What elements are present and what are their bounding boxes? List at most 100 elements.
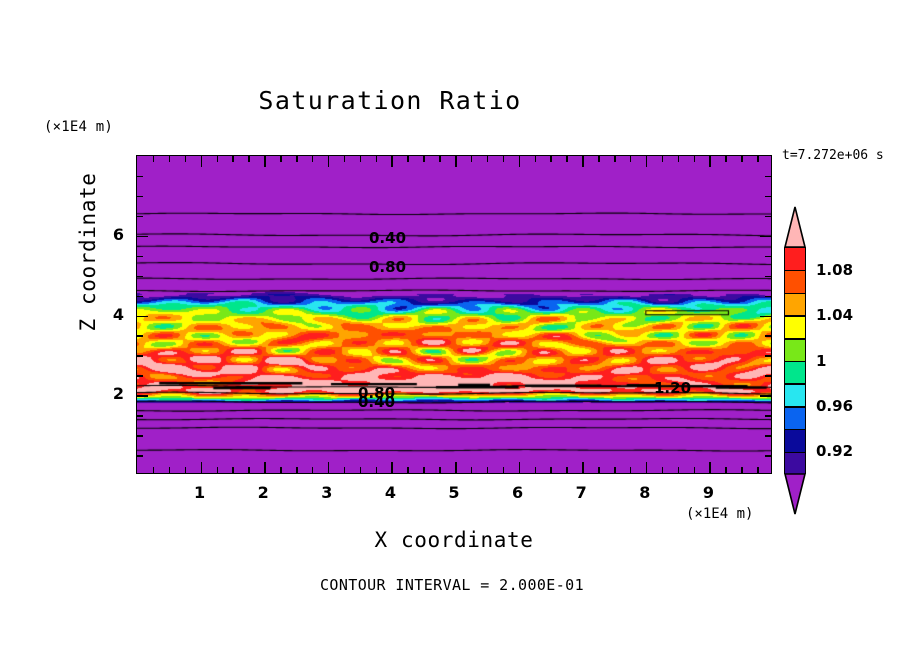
colorbar-band <box>785 384 805 408</box>
colorbar-band <box>785 406 805 431</box>
x-axis-tick <box>455 462 457 473</box>
colorbar-tick-label: 1 <box>816 351 827 370</box>
x-axis-tick <box>614 467 616 473</box>
contour-interval-caption: CONTOUR INTERVAL = 2.000E-01 <box>319 576 585 594</box>
y-axis-tick <box>137 235 148 238</box>
x-axis-tick <box>327 462 330 473</box>
y-axis-tick-right <box>765 275 771 278</box>
contour-line-label: 0.80 <box>369 258 407 276</box>
x-axis-tick-top <box>518 156 521 167</box>
x-axis-tick-top <box>232 156 234 162</box>
x-axis-tick <box>439 467 441 473</box>
colorbar-divider <box>785 451 805 454</box>
x-axis-tick <box>216 467 218 473</box>
y-axis-tick-right <box>765 255 771 258</box>
x-axis-tick <box>598 467 600 473</box>
y-axis-tick <box>137 295 143 298</box>
y-axis-tick-right <box>765 455 771 457</box>
colorbar-tick-label: 1.04 <box>816 306 854 325</box>
x-axis-tick-label: 4 <box>384 483 396 502</box>
x-axis-tick <box>423 467 425 473</box>
x-axis-tick <box>502 467 505 473</box>
x-axis-tick-top <box>486 156 489 162</box>
x-axis-tick-top <box>280 156 282 162</box>
x-axis-tick <box>168 467 171 473</box>
x-axis-tick-top <box>264 156 266 167</box>
x-axis-tick-top <box>200 156 203 167</box>
x-axis-tick <box>709 462 711 473</box>
y-axis-tick <box>137 415 143 417</box>
y-axis-tick-right <box>765 195 771 198</box>
x-axis-tick-label: 2 <box>257 483 269 502</box>
x-axis-tick <box>311 467 314 473</box>
x-axis-tick-top <box>534 156 536 162</box>
x-axis-tick <box>661 467 664 473</box>
x-axis-tick <box>486 467 489 473</box>
y-axis-tick-right <box>765 335 771 337</box>
x-axis-tick-top <box>455 156 457 167</box>
x-axis-tick-top <box>327 156 330 167</box>
y-axis-tick-right <box>765 175 771 178</box>
colorbar-band <box>785 452 805 476</box>
x-axis-tick <box>296 467 298 473</box>
x-axis-tick-label: 3 <box>321 483 333 502</box>
y-axis-tick <box>137 175 143 178</box>
x-axis-tick-top <box>661 156 664 162</box>
x-axis-tick-label: 8 <box>639 483 651 502</box>
x-axis-tick-label: 6 <box>512 483 524 502</box>
y-axis-tick <box>137 315 148 317</box>
x-axis-tick <box>518 462 521 473</box>
y-axis-tick-right <box>765 295 771 298</box>
colorbar-bands <box>784 247 806 476</box>
x-axis-tick-top <box>614 156 616 162</box>
colorbar-band <box>785 361 805 385</box>
y-axis-title: Z coordinate <box>76 172 100 332</box>
x-axis-tick <box>264 462 266 473</box>
y-axis-tick <box>137 375 143 377</box>
x-axis-title: X coordinate <box>374 528 534 552</box>
x-axis-tick <box>677 467 680 473</box>
x-axis-tick <box>741 467 743 473</box>
x-axis-tick-top <box>343 156 346 162</box>
x-axis-tick <box>534 467 536 473</box>
colorbar-divider <box>785 406 805 408</box>
x-axis-tick-top <box>168 156 171 162</box>
x-axis-tick <box>359 467 362 473</box>
y-axis-tick-label: 2 <box>112 384 124 404</box>
x-axis-units-label: (×1E4 m) <box>686 506 754 522</box>
y-axis-tick <box>137 455 143 457</box>
x-axis-tick-top <box>598 156 600 162</box>
y-axis-tick-right <box>765 375 771 377</box>
colorbar: 1.08 1.04 1 0.96 0.92 <box>783 206 853 517</box>
y-axis-tick-right <box>765 355 771 357</box>
x-axis-tick-top <box>709 156 711 167</box>
x-axis-tick-top <box>439 156 441 162</box>
x-axis-tick-top <box>693 156 695 162</box>
contour-plot-area: 0.40 0.80 0.80 0.40 1.20 <box>136 155 772 474</box>
contour-line-label: 1.20 <box>654 379 692 397</box>
y-axis-tick-right <box>765 435 771 437</box>
colorbar-band <box>785 338 805 363</box>
x-axis-tick-top <box>629 156 632 162</box>
y-axis-tick-right <box>760 235 771 238</box>
x-axis-tick-label: 5 <box>448 483 460 502</box>
colorbar-band <box>785 248 805 272</box>
colorbar-tick-label: 0.96 <box>816 396 854 415</box>
colorbar-divider <box>785 383 805 385</box>
x-axis-tick <box>184 467 187 473</box>
x-axis-tick <box>407 467 409 473</box>
y-axis-tick-label: 4 <box>112 304 124 324</box>
y-axis-tick <box>137 435 143 437</box>
x-axis-tick-top <box>741 156 743 162</box>
x-axis-tick-top <box>677 156 680 162</box>
y-axis-tick-right <box>765 415 771 417</box>
x-axis-tick-top <box>216 156 218 162</box>
x-axis-tick <box>232 467 234 473</box>
x-axis-tick <box>343 467 346 473</box>
x-axis-tick-top <box>248 156 250 162</box>
x-axis-tick <box>391 462 393 473</box>
page-title: Saturation Ratio <box>258 86 522 115</box>
x-axis-tick <box>152 467 155 473</box>
x-axis-tick <box>629 467 632 473</box>
x-axis-tick-label: 9 <box>702 483 714 502</box>
